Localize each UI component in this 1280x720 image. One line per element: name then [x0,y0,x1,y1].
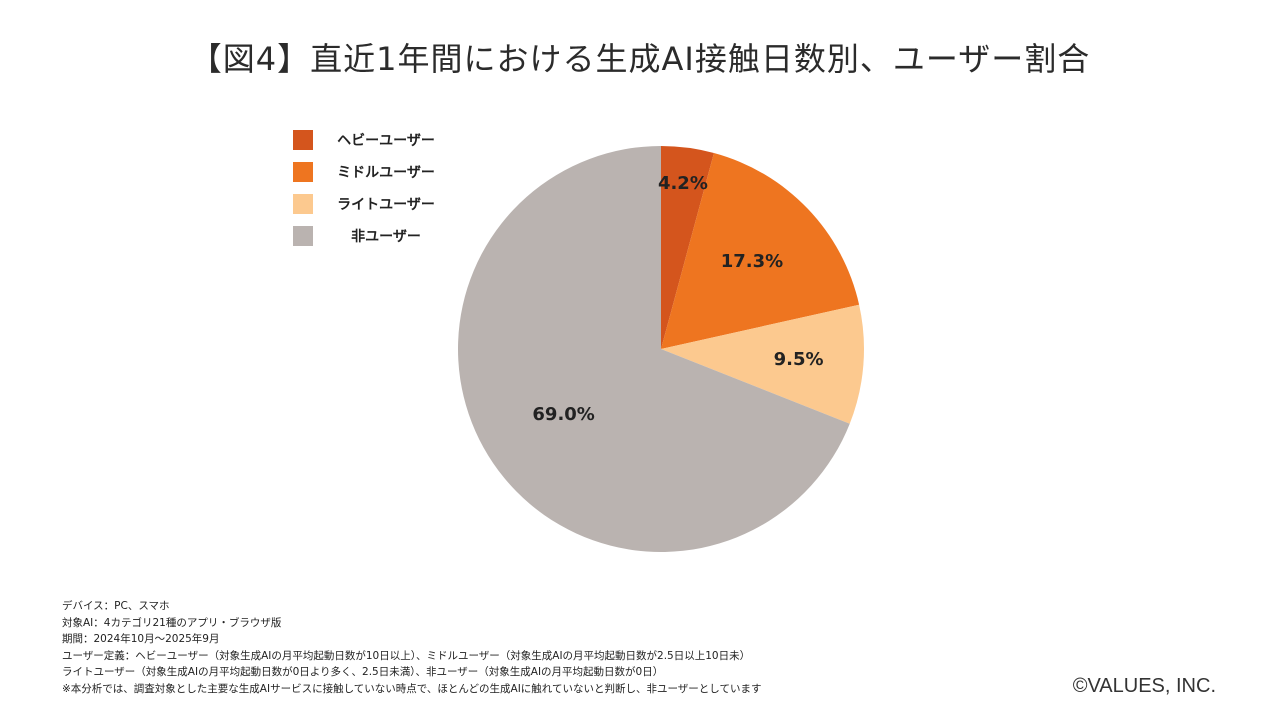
copyright: ©VALUES, INC. [1072,675,1216,697]
note-analysis-remark: ※本分析では、調査対象とした主要な生成AIサービスに接触していない時点で、ほとん… [62,682,762,695]
chart-notes: デバイス：PC、スマホ 対象AI：4カテゴリ21種のアプリ・ブラウザ版 期間：2… [62,598,761,697]
chart-title: 【図4】直近1年間における生成AI接触日数別、ユーザー割合 [189,40,1091,78]
legend-swatch [293,226,313,246]
legend-swatch [293,194,313,214]
legend-label: ミドルユーザー [337,165,435,181]
pie-slice-non-user [458,146,850,552]
legend-item-heavy-user: ヘビーユーザー [293,124,441,156]
legend-label: 非ユーザー [351,229,421,245]
legend-item-middle-user: ミドルユーザー [293,156,441,188]
data-label-non-user: 69.0% [532,404,594,425]
legend-label: ライトユーザー [337,197,435,213]
pie-slice-middle-user [661,153,860,349]
note-period: 期間：2024年10月～2025年9月 [62,633,220,645]
chart-legend: ヘビーユーザー ミドルユーザー ライトユーザー 非ユーザー [293,124,441,252]
note-user-definition-cont: ライトユーザー（対象生成AIの月平均起動日数が0日より多く、2.5日未満）、非ユ… [62,666,664,678]
data-label-light-user: 9.5% [774,349,824,370]
note-user-definition: ユーザー定義：ヘビーユーザー（対象生成AIの月平均起動日数が10日以上）、ミドル… [62,649,751,662]
data-label-middle-user: 17.3% [721,251,783,272]
note-device: デバイス：PC、スマホ [62,600,170,612]
pie-slice-heavy-user [661,146,714,349]
pie-slice-light-user [661,304,864,424]
note-target-ai: 対象AI：4カテゴリ21種のアプリ・ブラウザ版 [62,616,282,629]
legend-label: ヘビーユーザー [337,133,435,149]
legend-item-light-user: ライトユーザー [293,188,441,220]
legend-swatch [293,130,313,150]
legend-swatch [293,162,313,182]
legend-item-non-user: 非ユーザー [293,220,441,252]
data-label-heavy-user: 4.2% [658,173,708,194]
